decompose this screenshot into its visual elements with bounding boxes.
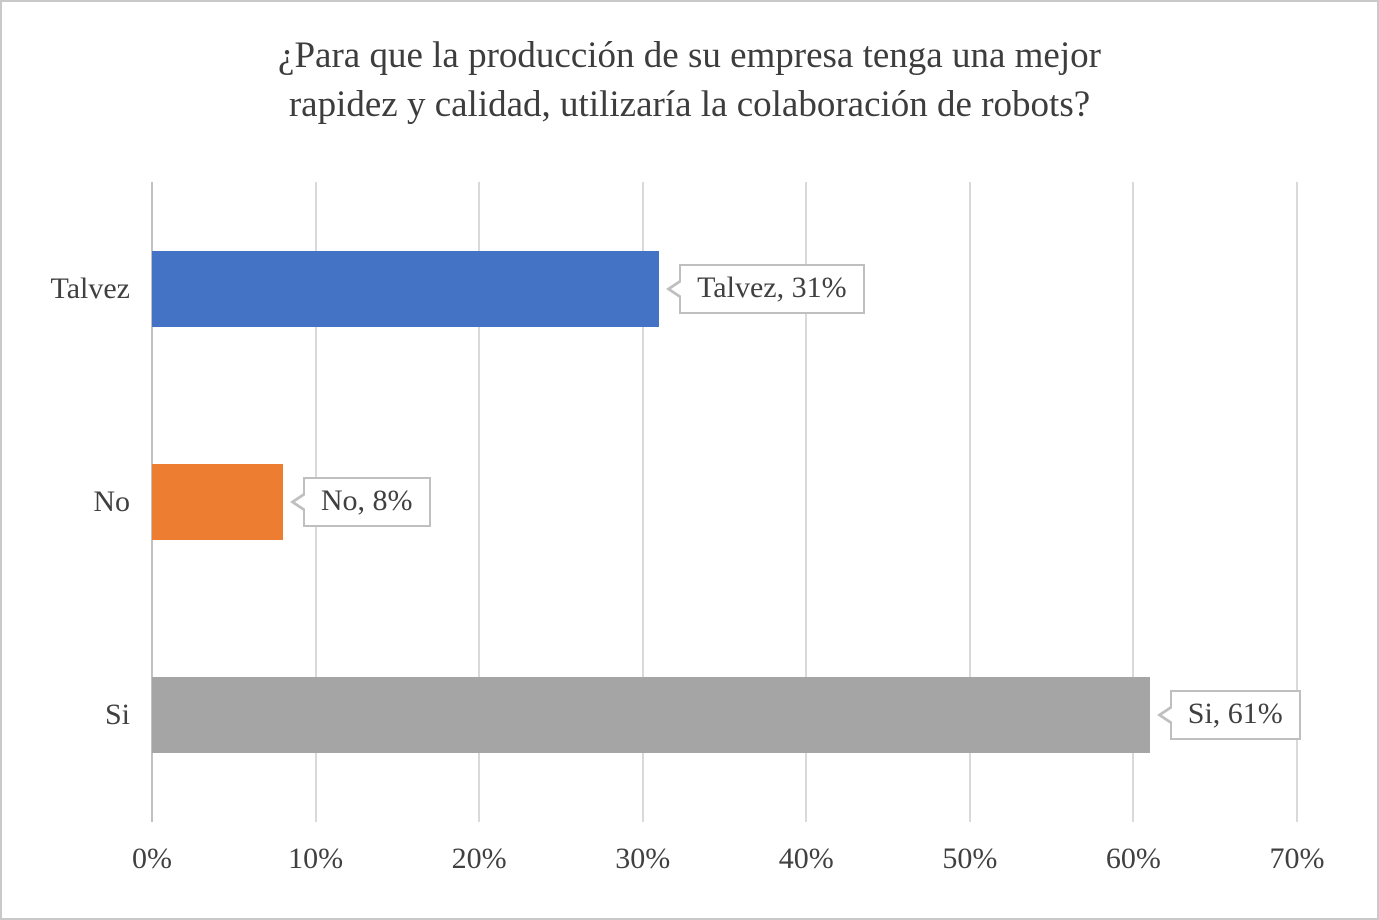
gridline: [641, 182, 644, 822]
category-label-talvez: Talvez: [50, 271, 130, 305]
chart-title: ¿Para que la producción de su empresa te…: [2, 32, 1377, 130]
x-tick-label-0: 0%: [132, 842, 172, 875]
gridline: [1132, 182, 1135, 822]
x-tick-label-50: 50%: [942, 842, 998, 875]
category-label-no: No: [93, 485, 130, 518]
data-label-callout-no: No, 8%: [289, 477, 431, 527]
bar-talvez[interactable]: [152, 250, 660, 327]
x-tick-label-70: 70%: [1269, 842, 1325, 875]
x-tick-label-30: 30%: [615, 842, 671, 875]
x-tick-label-60: 60%: [1105, 842, 1161, 875]
bar-no[interactable]: [152, 464, 283, 540]
x-tick-label-20: 20%: [451, 842, 507, 875]
gridline: [805, 182, 808, 822]
bar-si[interactable]: [152, 677, 1150, 754]
gridline: [968, 182, 971, 822]
gridline: [1296, 182, 1298, 822]
chart-title-line-2: rapidez y calidad, utilizaría la colabor…: [288, 83, 1091, 125]
category-label-si: Si: [104, 698, 130, 732]
x-tick-label-10: 10%: [288, 842, 344, 875]
chart-title-line-1: ¿Para que la producción de su empresa te…: [278, 35, 1101, 76]
data-label-callout-talvez: Talvez, 31%: [666, 263, 865, 314]
x-tick-label-40: 40%: [778, 842, 834, 875]
data-label-callout-si: Si, 61%: [1156, 690, 1301, 741]
gridline: [478, 182, 481, 822]
